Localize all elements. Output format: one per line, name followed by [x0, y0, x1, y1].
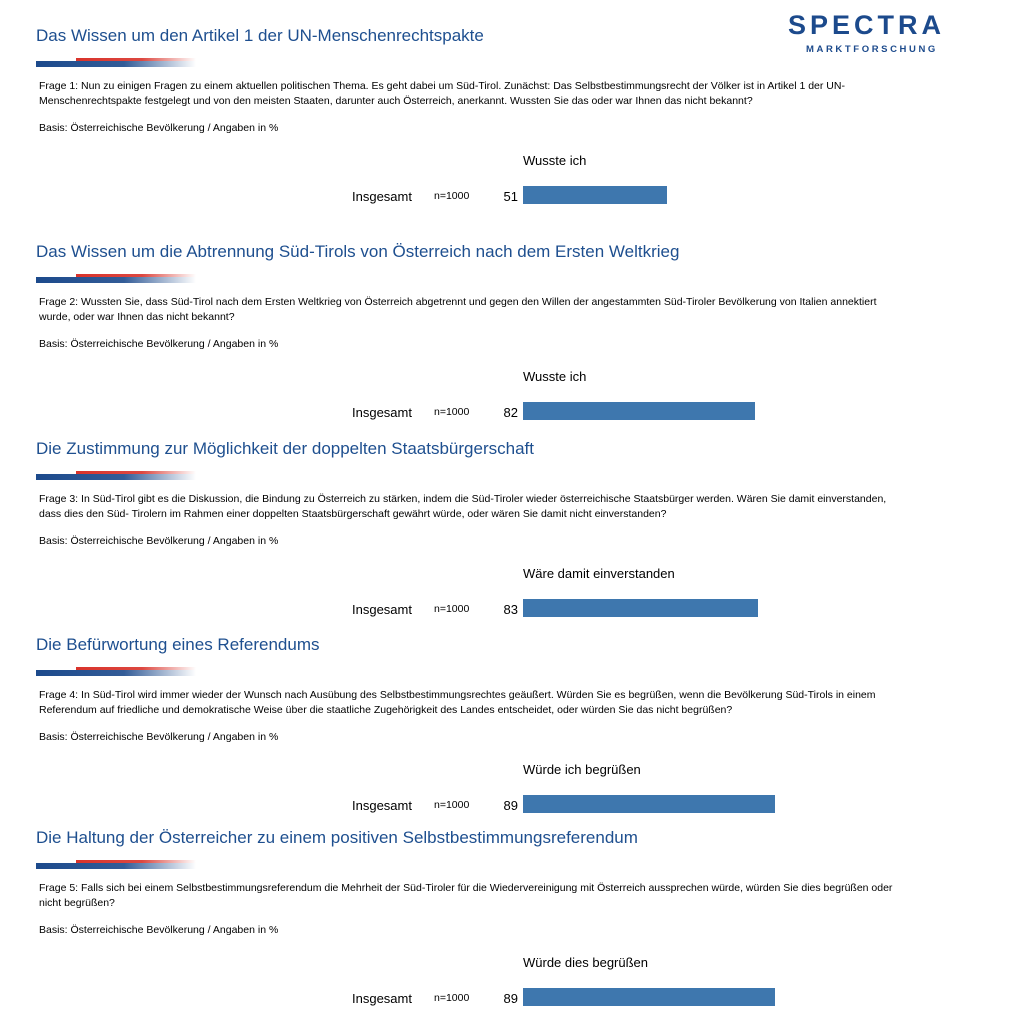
category-label: Insgesamt — [352, 798, 412, 813]
bar — [523, 402, 756, 420]
series-label: Würde ich begrüßen — [523, 762, 641, 777]
value-label: 89 — [503, 991, 518, 1006]
sample-size-label: n=1000 — [434, 992, 470, 1004]
series-label: Wusste ich — [523, 153, 587, 168]
series-label: Würde dies begrüßen — [523, 955, 649, 970]
logo-subtitle: MARKTFORSCHUNG — [806, 44, 938, 55]
stripe-blue — [36, 61, 196, 67]
basis-text: Basis: Österreichische Bevölkerung / Ang… — [39, 535, 279, 547]
series-label: Wäre damit einverstanden — [523, 566, 675, 581]
series-label: Wusste ich — [523, 369, 587, 384]
bar — [523, 988, 775, 1006]
stripe-blue — [36, 277, 196, 283]
question-text: Frage 1: Nun zu einigen Fragen zu einem … — [39, 80, 845, 107]
stripe-blue — [36, 863, 196, 869]
category-label: Insgesamt — [352, 189, 412, 204]
decorative-stripe-icon — [36, 667, 196, 676]
bar — [523, 795, 775, 813]
section-title: Die Zustimmung zur Möglichkeit der doppe… — [36, 439, 534, 458]
sample-size-label: n=1000 — [434, 603, 470, 615]
category-label: Insgesamt — [352, 405, 412, 420]
value-label: 82 — [503, 405, 518, 420]
stripe-red — [76, 58, 196, 61]
stripe-blue — [36, 670, 196, 676]
basis-text: Basis: Österreichische Bevölkerung / Ang… — [39, 338, 279, 350]
section-title: Das Wissen um den Artikel 1 der UN-Mensc… — [36, 26, 484, 45]
section-title: Das Wissen um die Abtrennung Süd-Tirols … — [36, 242, 680, 261]
category-label: Insgesamt — [352, 602, 412, 617]
value-label: 51 — [503, 189, 518, 204]
section-title: Die Haltung der Österreicher zu einem po… — [36, 828, 638, 847]
stripe-red — [76, 860, 196, 863]
stripe-red — [76, 274, 196, 277]
decorative-stripe-icon — [36, 274, 196, 283]
sample-size-label: n=1000 — [434, 799, 470, 811]
logo-wordmark: SPECTRA — [788, 10, 946, 40]
stripe-red — [76, 471, 196, 474]
sample-size-label: n=1000 — [434, 190, 470, 202]
spectra-logo: SPECTRA MARKTFORSCHUNG — [788, 10, 988, 60]
question-text: Frage 5: Falls sich bei einem Selbstbest… — [39, 882, 893, 909]
value-label: 89 — [503, 798, 518, 813]
question-text: Frage 2: Wussten Sie, dass Süd-Tirol nac… — [39, 296, 877, 323]
question-text: Frage 4: In Süd-Tirol wird immer wieder … — [39, 689, 876, 716]
basis-text: Basis: Österreichische Bevölkerung / Ang… — [39, 731, 279, 743]
decorative-stripe-icon — [36, 860, 196, 869]
value-label: 83 — [503, 602, 518, 617]
basis-text: Basis: Österreichische Bevölkerung / Ang… — [39, 122, 279, 134]
sample-size-label: n=1000 — [434, 406, 470, 418]
category-label: Insgesamt — [352, 991, 412, 1006]
bar — [523, 599, 758, 617]
decorative-stripe-icon — [36, 471, 196, 480]
decorative-stripe-icon — [36, 58, 196, 67]
stripe-red — [76, 667, 196, 670]
bar — [523, 186, 668, 204]
stripe-blue — [36, 474, 196, 480]
basis-text: Basis: Österreichische Bevölkerung / Ang… — [39, 924, 279, 936]
question-text: Frage 3: In Süd-Tirol gibt es die Diskus… — [39, 493, 887, 520]
section-title: Die Befürwortung eines Referendums — [36, 635, 320, 654]
